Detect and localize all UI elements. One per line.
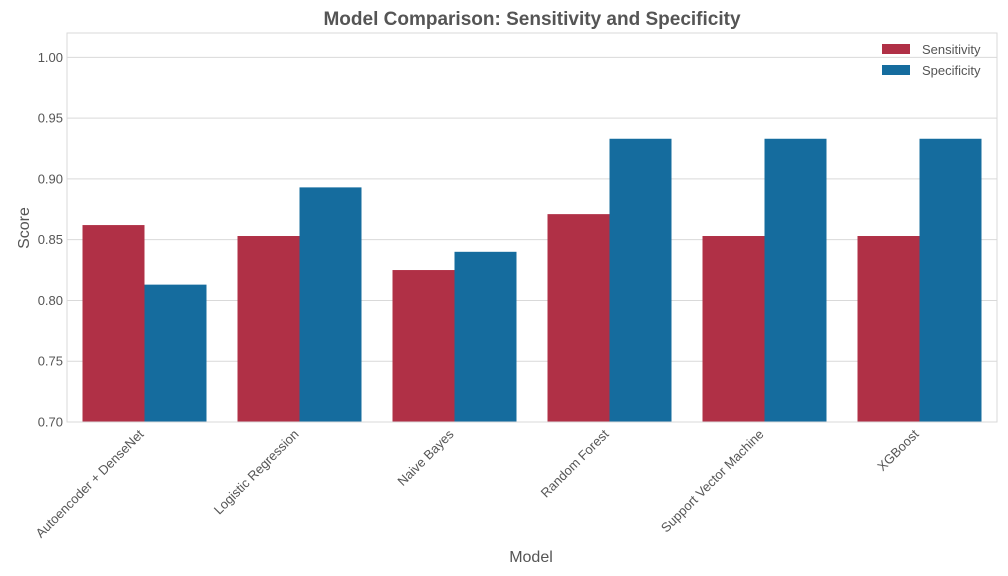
bars [82,138,982,422]
legend-label-specificity: Specificity [922,63,981,78]
y-tick-label: 0.90 [38,171,63,186]
x-tick-labels: Autoencoder + DenseNet Logistic Regressio… [33,426,922,540]
bar-specificity-0 [144,284,207,422]
bar-specificity-1 [299,187,362,422]
x-tick-label: XGBoost [874,426,922,474]
legend: Sensitivity Specificity [882,42,981,78]
y-tick-labels: 0.70 0.75 0.80 0.85 0.90 0.95 1.00 [38,50,63,430]
legend-swatch-specificity [882,65,910,75]
grid-lines [67,56,997,423]
bar-specificity-4 [764,138,827,422]
y-tick-label: 1.00 [38,50,63,65]
legend-label-sensitivity: Sensitivity [922,42,981,57]
bar-sensitivity-4 [702,236,765,422]
bar-sensitivity-1 [237,236,300,422]
x-tick-label: Autoencoder + DenseNet [33,426,147,540]
legend-swatch-sensitivity [882,44,910,54]
y-axis-label: Score [16,207,33,249]
x-axis-label: Model [509,549,553,566]
bar-specificity-5 [919,138,982,422]
x-tick-label: Random Forest [538,426,612,500]
bar-sensitivity-5 [857,236,920,422]
y-tick-label: 0.85 [38,232,63,247]
bar-specificity-3 [609,138,672,422]
bar-sensitivity-2 [392,270,455,422]
chart-title: Model Comparison: Sensitivity and Specif… [323,9,740,30]
bar-sensitivity-3 [547,214,610,422]
y-tick-label: 0.80 [38,293,63,308]
x-tick-label: Logistic Regression [211,427,302,518]
y-tick-label: 0.95 [38,111,63,126]
plot-frame [66,32,998,423]
bar-specificity-2 [454,251,517,422]
y-tick-label: 0.70 [38,415,63,430]
y-tick-label: 0.75 [38,354,63,369]
bar-sensitivity-0 [82,225,145,422]
x-tick-label: Naive Bayes [394,426,457,489]
x-tick-label: Support Vector Machine [658,427,767,536]
